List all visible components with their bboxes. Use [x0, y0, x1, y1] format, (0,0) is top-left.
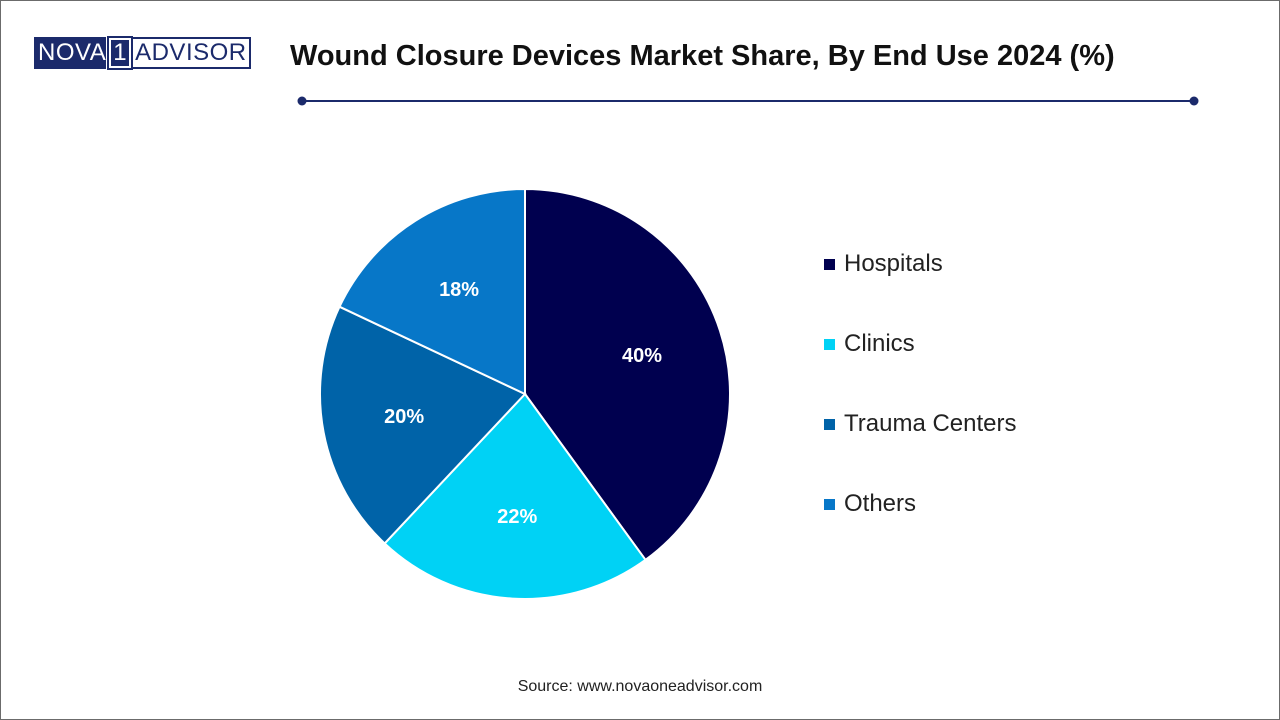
logo-text-one: 1 [107, 36, 134, 70]
legend-item-clinics: Clinics [824, 328, 1017, 360]
pie-slice-labels: 40% 22% 20% 18% [384, 279, 662, 528]
legend-item-trauma-centers: Trauma Centers [824, 408, 1017, 440]
pie-label-hospitals: 40% [622, 345, 662, 367]
legend-label-others: Others [844, 490, 917, 517]
pie-slice-others [338, 187, 526, 396]
legend-label-clinics: Clinics [844, 330, 915, 357]
logo-text-nova: NOVA [34, 37, 107, 69]
legend-item-others: Others [824, 488, 1017, 520]
title-underline [297, 96, 1199, 106]
pie-label-clinics: 22% [497, 506, 537, 528]
legend-label-trauma-centers: Trauma Centers [844, 410, 1017, 437]
pie-slices [319, 187, 731, 600]
legend-swatch-trauma-centers [824, 418, 835, 430]
logo-text-advisor: ADVISOR [133, 37, 251, 69]
brand-logo: NOVA 1 ADVISOR [34, 36, 251, 70]
legend-swatch-hospitals [824, 258, 835, 270]
chart-legend: Hospitals Clinics Trauma Centers Others [824, 248, 1017, 568]
source-note: Source: www.novaoneadvisor.com [517, 678, 763, 695]
legend-swatch-others [824, 498, 835, 510]
legend-item-hospitals: Hospitals [824, 248, 1017, 280]
chart-title: Wound Closure Devices Market Share, By E… [290, 40, 1115, 72]
pie-label-trauma-centers: 20% [384, 406, 424, 428]
underline-right-dot [1189, 96, 1199, 106]
legend-swatch-clinics [824, 338, 835, 350]
legend-label-hospitals: Hospitals [844, 250, 943, 277]
pie-slice-hospitals [524, 187, 731, 562]
pie-slice-trauma-centers [319, 305, 527, 545]
pie-label-others: 18% [439, 279, 479, 301]
pie-slice-clinics [383, 392, 647, 600]
